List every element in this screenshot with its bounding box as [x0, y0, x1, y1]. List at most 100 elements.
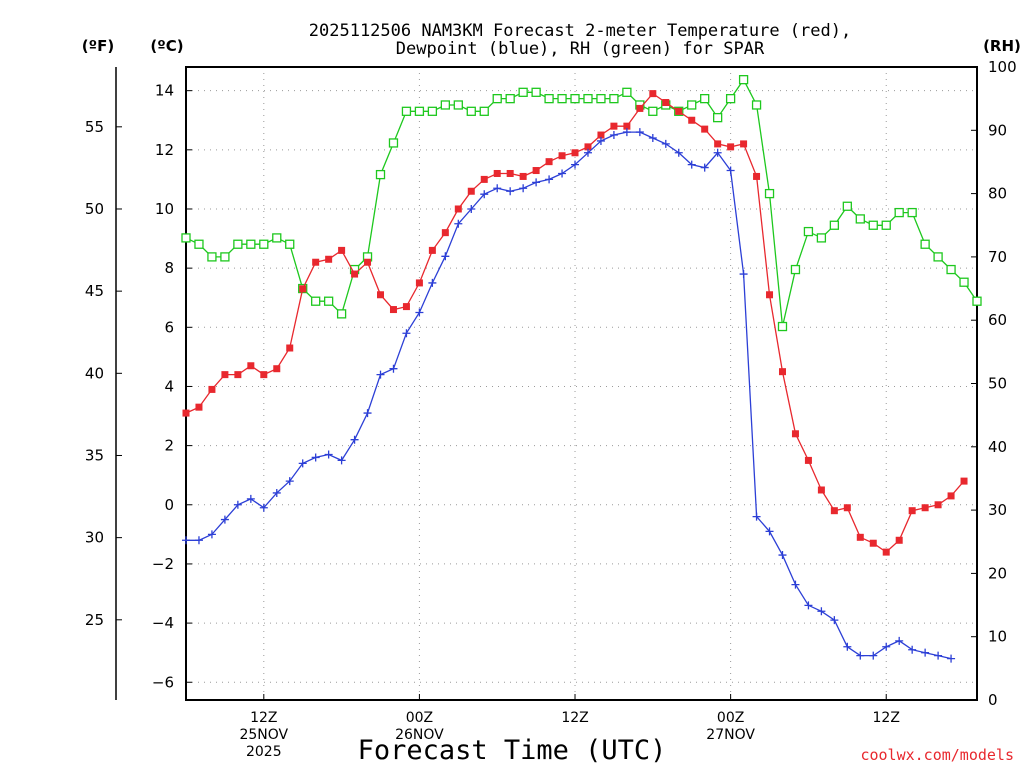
temperature-point	[506, 169, 514, 177]
dewpoint-point	[869, 651, 878, 660]
temperature-point	[597, 131, 605, 139]
dewpoint-point	[259, 503, 268, 512]
credit-link[interactable]: coolwx.com/models	[860, 746, 1014, 764]
dewpoint-point	[389, 364, 398, 373]
dewpoint-point	[480, 190, 489, 199]
dewpoint-point	[882, 642, 891, 651]
x-tick-label: 12Z	[250, 710, 277, 726]
temperature-point	[869, 539, 877, 547]
dewpoint-point	[337, 456, 346, 465]
temperature-point	[351, 270, 359, 278]
rh-tick-label: 10	[988, 628, 1007, 646]
temperature-point	[584, 143, 592, 151]
rh-point	[505, 94, 515, 104]
temperature-point	[532, 167, 540, 175]
celsius-tick-label: 14	[155, 82, 174, 100]
rh-point	[687, 100, 697, 110]
dewpoint-point	[194, 536, 203, 545]
rh-point	[479, 106, 489, 116]
temperature-point	[675, 107, 683, 115]
temperature-point	[817, 486, 825, 494]
temperature-point	[740, 140, 748, 148]
rh-point	[583, 94, 593, 104]
plot-frame	[185, 66, 978, 701]
temperature-point	[519, 172, 527, 180]
rh-point	[427, 106, 438, 116]
temperature-point	[441, 229, 449, 237]
celsius-unit-label: (ºC)	[150, 37, 183, 55]
dewpoint-point	[817, 607, 826, 616]
temperature-point	[727, 143, 735, 151]
dewpoint-point	[830, 616, 839, 625]
rh-point	[803, 226, 814, 237]
temperature-point	[558, 152, 566, 160]
rh-point	[790, 264, 801, 275]
fahrenheit-tick-label: 45	[85, 282, 104, 300]
celsius-tick-label: −2	[152, 555, 174, 573]
temperature-point	[247, 362, 255, 370]
temperature-point	[545, 158, 553, 166]
temperature-point	[947, 492, 955, 500]
rh-point	[570, 94, 580, 104]
rh-point	[700, 94, 710, 104]
dewpoint-point	[804, 601, 813, 610]
rh-tick-label: 50	[988, 375, 1007, 393]
rh-point	[622, 87, 632, 97]
dewpoint-point	[674, 148, 683, 157]
celsius-tick-label: −6	[152, 673, 174, 691]
celsius-tick-label: 2	[164, 437, 174, 455]
temperature-point	[299, 285, 307, 293]
axis-ticks: −6 −4 −2 0 2 4 6 8 10 12 14 25 30 35 40 45 50 55 0 10 20 30 40…	[85, 58, 1017, 760]
rh-point	[181, 233, 191, 243]
temperature-point	[766, 291, 774, 299]
x-tick-label: 00Z	[717, 710, 744, 726]
x-tick-label: 00Z	[406, 710, 433, 726]
rh-point	[557, 94, 567, 104]
temperature-point	[843, 504, 851, 512]
rh-tick-label: 40	[988, 438, 1007, 456]
dewpoint-point	[596, 136, 605, 145]
temperature-point	[714, 140, 722, 148]
temperature-point	[402, 303, 410, 311]
celsius-tick-label: 0	[164, 496, 174, 514]
dewpoint-point	[778, 551, 787, 560]
dewpoint-point	[908, 645, 917, 654]
dewpoint-point	[635, 128, 644, 137]
rh-point	[842, 201, 852, 211]
temperature-point	[895, 536, 903, 544]
dewpoint-point	[182, 536, 190, 545]
x-tick-label: 12Z	[561, 710, 588, 726]
temperature-point	[195, 403, 203, 411]
temperature-point	[377, 291, 385, 299]
temperature-point	[623, 122, 631, 130]
rh-point	[972, 296, 982, 306]
temperature-point	[882, 548, 890, 556]
rh-tick-label: 80	[988, 185, 1007, 203]
dewpoint-point	[947, 654, 956, 663]
temperature-point	[908, 507, 916, 515]
dewpoint-point	[648, 133, 657, 142]
temperature-point	[428, 246, 436, 254]
rh-point	[907, 207, 917, 218]
celsius-tick-label: 10	[155, 200, 174, 218]
temperature-point	[830, 507, 838, 515]
rh-point	[375, 169, 386, 180]
temperature-point	[649, 90, 657, 98]
temperature-point	[804, 456, 812, 464]
temperature-point	[791, 430, 799, 438]
dewpoint-point	[791, 580, 800, 589]
rh-point	[933, 252, 943, 262]
rh-point	[492, 94, 502, 104]
dewpoint-point	[467, 204, 476, 213]
chart-title-line-2: Dewpoint (blue), RH (green) for SPAR	[396, 39, 765, 59]
temperature-point	[208, 385, 216, 393]
temperature-point	[415, 279, 423, 287]
rh-tick-label: 20	[988, 564, 1007, 582]
temperature-point	[493, 169, 501, 177]
fahrenheit-tick-label: 40	[85, 364, 104, 382]
dewpoint-point	[311, 453, 320, 462]
temperature-point	[778, 368, 786, 376]
grid	[186, 67, 977, 700]
rh-point	[220, 252, 230, 262]
